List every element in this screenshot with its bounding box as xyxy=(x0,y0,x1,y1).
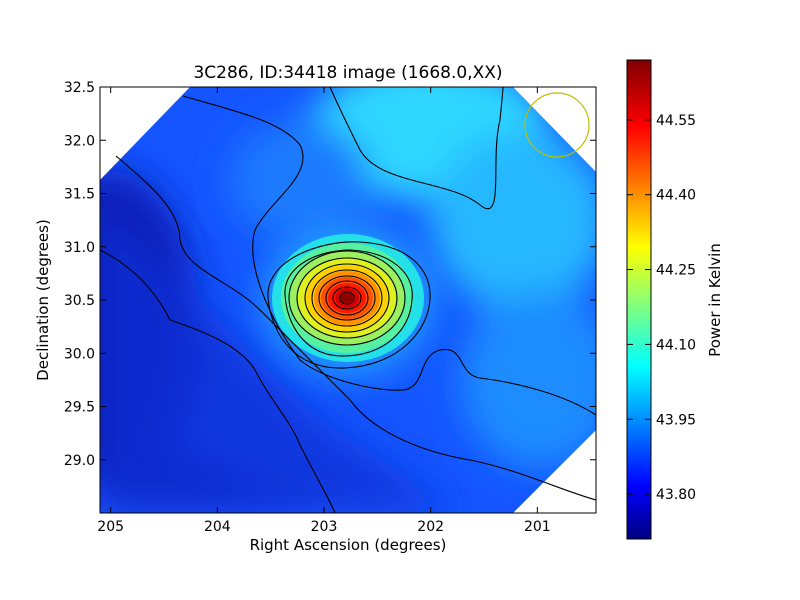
contour-line xyxy=(115,155,596,501)
contour-line xyxy=(100,249,336,513)
y-tick-label: 29.5 xyxy=(64,400,95,416)
contour-line xyxy=(284,249,413,357)
contour-line xyxy=(267,241,431,369)
colorbar xyxy=(626,59,652,540)
chart-title: 3C286, ID:34418 image (1668.0,XX) xyxy=(193,63,502,83)
contour-line xyxy=(288,250,406,346)
colorbar-tick-label: 44.40 xyxy=(656,188,696,204)
contour-lines xyxy=(100,87,596,513)
y-axis: 29.0 29.5 30.0 30.5 31.0 31.5 32.0 32.5 xyxy=(64,80,596,469)
y-tick-label: 31.5 xyxy=(64,187,95,203)
x-tick-label: 205 xyxy=(97,519,124,535)
x-axis: 205 204 203 202 201 xyxy=(97,87,551,535)
y-tick-label: 31.0 xyxy=(64,240,95,256)
colorbar-tick-label: 44.10 xyxy=(656,337,696,353)
colorbar-tick-label: 44.25 xyxy=(656,263,696,279)
x-tick-label: 204 xyxy=(204,519,231,535)
y-tick-label: 30.5 xyxy=(64,293,95,309)
y-tick-label: 32.5 xyxy=(64,80,95,96)
contour-line xyxy=(304,263,390,333)
x-tick-label: 201 xyxy=(524,519,551,535)
x-tick-label: 203 xyxy=(311,519,338,535)
beam-circle xyxy=(524,92,590,158)
contour-line xyxy=(296,257,398,339)
x-axis-label: Right Ascension (degrees) xyxy=(250,536,447,554)
contour-line xyxy=(325,280,369,316)
contour-line xyxy=(332,286,362,310)
colorbar-label: Power in Kelvin xyxy=(706,243,724,357)
y-tick-label: 30.0 xyxy=(64,346,95,362)
contour-line xyxy=(311,269,383,327)
y-tick-label: 29.0 xyxy=(64,453,95,469)
source-blob xyxy=(272,234,424,362)
contour-line xyxy=(339,291,355,305)
y-axis-label: Declination (degrees) xyxy=(34,219,52,381)
contour-line xyxy=(318,275,376,321)
colorbar-ticks: 43.80 43.95 44.10 44.25 44.40 44.55 xyxy=(627,113,696,503)
colorbar-tick-label: 43.95 xyxy=(656,412,696,428)
contour-line xyxy=(329,87,504,209)
heatmap-area xyxy=(100,87,596,513)
y-tick-label: 32.0 xyxy=(64,133,95,149)
colorbar-tick-label: 44.55 xyxy=(656,113,696,129)
x-tick-label: 202 xyxy=(417,519,444,535)
colorbar-tick-label: 43.80 xyxy=(656,487,696,503)
